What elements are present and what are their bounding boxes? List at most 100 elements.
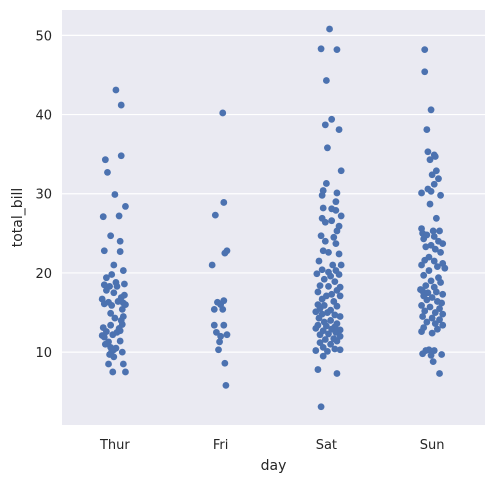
data-point-sat [336, 346, 344, 354]
data-point-sun [428, 314, 436, 322]
data-point-sat [333, 189, 341, 197]
data-point-sun [419, 350, 427, 358]
plot-background [62, 10, 485, 425]
data-point-thur [116, 327, 124, 335]
data-point-sat [315, 257, 323, 265]
data-point-sun [421, 307, 429, 315]
data-point-fri [219, 305, 227, 313]
data-point-sat [319, 352, 327, 360]
data-point-sat [317, 232, 325, 240]
data-point-sun [429, 358, 437, 366]
y-tick-label: 40 [35, 109, 52, 124]
data-point-sun [434, 325, 441, 333]
data-point-sun [426, 200, 434, 208]
data-point-sun [434, 263, 441, 270]
x-tick-label-thur: Thur [99, 438, 130, 453]
data-point-sun [421, 46, 429, 53]
data-point-sat [326, 25, 333, 33]
data-point-thur [100, 333, 108, 341]
data-point-sat [335, 271, 343, 278]
data-point-sun [430, 233, 438, 240]
data-point-sat [337, 212, 345, 220]
data-point-sun [421, 68, 429, 76]
data-point-sun [429, 227, 437, 235]
data-point-fri [211, 211, 219, 219]
data-point-fri [222, 382, 230, 389]
data-point-thur [100, 247, 108, 255]
data-point-sun [438, 299, 446, 307]
data-point-fri [215, 346, 222, 354]
data-point-sat [324, 347, 331, 355]
data-point-thur [101, 340, 109, 348]
data-point-thur [110, 289, 118, 297]
data-point-sat [335, 126, 343, 133]
data-point-thur [103, 274, 110, 282]
data-point-sat [333, 227, 341, 235]
data-point-sat [324, 144, 331, 152]
y-tick-label: 20 [35, 267, 52, 282]
data-point-sun [427, 187, 435, 195]
data-point-thur [117, 152, 125, 160]
data-point-thur [115, 212, 123, 220]
data-point-thur [100, 300, 108, 308]
data-point-sat [327, 317, 335, 324]
x-tick-label-fri: Fri [213, 438, 229, 453]
data-point-sun [428, 171, 436, 179]
data-point-sun [423, 318, 431, 326]
data-point-sat [329, 261, 337, 269]
data-point-thur [116, 237, 124, 245]
data-point-thur [105, 360, 112, 368]
data-point-sun [426, 156, 434, 164]
data-point-thur [111, 314, 119, 322]
data-point-sat [315, 314, 323, 322]
data-point-thur [109, 368, 117, 376]
data-point-sun [426, 303, 434, 311]
data-point-sat [332, 240, 340, 248]
data-point-sat [330, 233, 338, 241]
data-point-sun [431, 309, 439, 316]
data-point-thur [120, 280, 128, 288]
data-point-sat [325, 330, 332, 338]
data-point-sat [332, 206, 340, 214]
data-point-sat [336, 313, 344, 320]
data-point-thur [101, 156, 109, 164]
x-tick-label-sat: Sat [316, 438, 337, 453]
data-point-sun [436, 227, 443, 235]
data-point-sun [439, 310, 447, 318]
data-point-sat [319, 204, 327, 212]
data-point-sat [327, 272, 335, 280]
data-point-thur [111, 191, 119, 198]
data-point-sat [317, 403, 325, 411]
data-point-sat [333, 302, 341, 310]
data-point-sat [314, 366, 322, 373]
data-point-sun [428, 294, 436, 301]
data-point-sun [439, 321, 447, 329]
data-point-sun [423, 126, 431, 133]
data-point-sun [420, 235, 428, 243]
data-point-sun [431, 245, 439, 253]
data-point-sat [322, 180, 330, 187]
data-point-sat [336, 292, 344, 300]
data-points [98, 25, 449, 411]
data-point-fri [221, 249, 229, 257]
data-point-sun [441, 264, 449, 272]
data-point-sat [333, 370, 341, 377]
data-point-sun [432, 288, 440, 296]
data-point-sun [438, 351, 446, 358]
data-point-sun [439, 290, 447, 298]
data-point-thur [116, 337, 124, 345]
data-point-fri [208, 261, 216, 269]
data-point-thur [107, 232, 115, 240]
data-point-sun [418, 261, 425, 269]
data-point-sun [420, 271, 428, 279]
data-point-sun [427, 351, 435, 359]
data-point-fri [221, 359, 229, 367]
data-point-sat [319, 247, 327, 255]
data-point-sun [430, 180, 438, 188]
data-point-sat [321, 237, 329, 245]
data-point-thur [110, 261, 118, 269]
data-point-sat [333, 46, 341, 53]
data-point-sat [314, 288, 322, 296]
data-point-thur [118, 348, 126, 356]
